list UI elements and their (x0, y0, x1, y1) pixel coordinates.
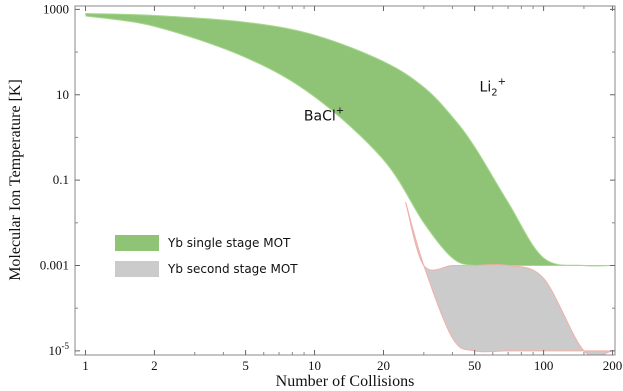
x-axis: 1 2 5 10 20 50 100 200 (82, 6, 622, 373)
x-tick-label: 2 (151, 358, 158, 373)
x-axis-title: Number of Collisions (276, 373, 415, 390)
y-tick-label: 10-5 (49, 341, 70, 358)
band-lower-edge-1 (405, 202, 613, 353)
y-axis-title: Molecular Ion Temperature [K] (7, 79, 24, 281)
legend-label: Yb single stage MOT (167, 236, 291, 250)
x-tick-label: 200 (603, 358, 623, 373)
y-tick-label: 1000 (43, 1, 69, 16)
band-second-stage (405, 202, 613, 355)
bands (85, 13, 613, 355)
x-tick-label: 5 (242, 358, 249, 373)
x-tick-label: 100 (534, 358, 554, 373)
band-lower-edge-0 (85, 15, 613, 267)
x-tick-label: 1 (82, 358, 89, 373)
legend-label: Yb second stage MOT (167, 262, 298, 276)
x-tick-label: 50 (468, 358, 481, 373)
band-single-stage (85, 13, 613, 267)
annotations: BaCl+ Li2+ (304, 76, 506, 124)
annotation-bacl: BaCl+ (304, 105, 344, 124)
x-tick-label: 20 (377, 358, 390, 373)
y-axis: 1000 10 0.1 0.001 10-5 (40, 1, 615, 358)
x-tick-label: 10 (308, 358, 321, 373)
y-tick-label: 0.001 (40, 257, 69, 272)
y-tick-label: 0.1 (53, 172, 69, 187)
band-upper-edge-0 (85, 13, 613, 267)
y-tick-label: 10 (56, 87, 69, 102)
legend-swatch (115, 235, 159, 251)
legend-swatch (115, 261, 159, 277)
annotation-li2: Li2+ (480, 76, 506, 98)
legend: Yb single stage MOT Yb second stage MOT (115, 235, 298, 277)
